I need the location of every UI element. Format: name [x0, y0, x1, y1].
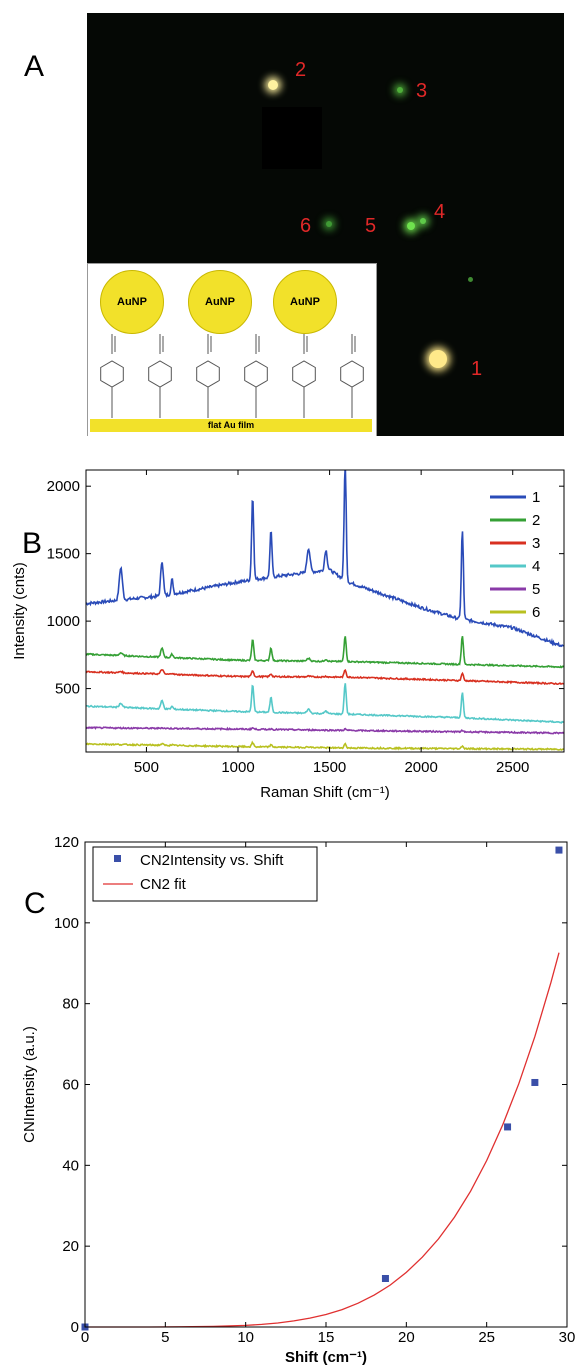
- x-tick-label: 2500: [496, 759, 529, 776]
- legend-box: [92, 846, 318, 902]
- series-line-2: [86, 636, 564, 669]
- x-tick-label: 30: [559, 1329, 576, 1346]
- spot-label-3: 3: [416, 80, 428, 102]
- y-tick-label: 500: [55, 681, 80, 698]
- legend-label-points: CN2Intensity vs. Shift: [140, 852, 284, 869]
- x-tick-label: 2000: [404, 759, 437, 776]
- spot-1: [429, 350, 447, 368]
- benzonitrile-molecule: [148, 334, 172, 418]
- legend-label-5: 5: [532, 581, 540, 598]
- legend-label-6: 6: [532, 604, 540, 621]
- benzene-ring: [100, 360, 124, 388]
- series-line-5: [86, 726, 564, 735]
- gold-film: flat Au film: [90, 419, 372, 432]
- series-line-1: [86, 470, 564, 648]
- gold-nanoparticle: AuNP: [273, 270, 337, 334]
- benzene-ring: [340, 360, 364, 388]
- data-point: [531, 1078, 539, 1086]
- series-line-3: [86, 669, 564, 686]
- molecule-layer: [100, 334, 364, 418]
- x-tick-label: 15: [318, 1329, 335, 1346]
- spot-6: [326, 221, 332, 227]
- x-axis-label: Raman Shift (cm⁻¹): [260, 784, 390, 801]
- x-tick-label: 20: [398, 1329, 415, 1346]
- legend-label-3: 3: [532, 535, 540, 552]
- benzonitrile-molecule: [292, 334, 316, 418]
- x-tick-label: 10: [237, 1329, 254, 1346]
- faint-spot: [468, 277, 473, 282]
- legend-label-1: 1: [532, 489, 540, 506]
- raman-spectra-chart: 500 1000 1500 2000 2500 500 1000 1500 2000 Raman …: [11, 469, 565, 801]
- x-tick-label: 0: [81, 1329, 89, 1346]
- y-tick-label: 40: [62, 1157, 79, 1174]
- benzene-ring: [148, 360, 172, 388]
- benzonitrile-molecule: [340, 334, 364, 418]
- y-tick-label: 60: [62, 1077, 79, 1094]
- y-tick-label: 20: [62, 1238, 79, 1255]
- schematic-inset: AuNP AuNP AuNP flat Au film: [87, 263, 377, 436]
- x-tick-label: 1000: [221, 759, 254, 776]
- y-tick-label: 80: [62, 996, 79, 1013]
- panel-label-c: C: [24, 887, 46, 920]
- fit-curve: [85, 952, 560, 1328]
- panel-label-a: A: [24, 50, 45, 83]
- y-axis-label: Intensity (cnts): [11, 562, 28, 660]
- x-tick-label: 500: [134, 759, 159, 776]
- y-tick-label: 100: [54, 915, 79, 932]
- x-tick-label: 5: [161, 1329, 169, 1346]
- spot-2: [268, 80, 278, 90]
- benzonitrile-molecule: [244, 334, 268, 418]
- benzonitrile-molecule: [196, 334, 220, 418]
- y-tick-label: 1500: [47, 546, 80, 563]
- y-tick-label: 1000: [47, 613, 80, 630]
- spot-label-1: 1: [471, 358, 483, 380]
- benzonitrile-molecule: [100, 334, 124, 418]
- data-point: [381, 1275, 389, 1282]
- data-point: [555, 846, 563, 854]
- y-tick-label: 2000: [47, 478, 80, 495]
- y-axis-label: CNIntensity (a.u.): [21, 1026, 38, 1143]
- benzene-ring: [244, 360, 268, 388]
- cn-intensity-chart: 0 5 10 15 20 25 30 0 20 40 60 80 100 120 Shift (cm⁻¹) C…: [21, 834, 576, 1366]
- y-tick-label: 0: [71, 1319, 79, 1336]
- series-line-6: [86, 740, 564, 751]
- plot-frame: [84, 841, 568, 1328]
- spot-label-2: 2: [295, 59, 307, 81]
- x-tick-label: 1500: [313, 759, 346, 776]
- gold-nanoparticle: AuNP: [188, 270, 252, 334]
- panel-label-b: B: [22, 527, 43, 560]
- plot-frame: [85, 469, 565, 753]
- spot-label-6: 6: [300, 215, 312, 237]
- legend-marker: [114, 855, 121, 862]
- legend-label-2: 2: [532, 512, 540, 529]
- legend-label-4: 4: [532, 558, 540, 575]
- spot-4: [420, 218, 426, 224]
- data-point: [504, 1123, 512, 1131]
- series-line-4: [86, 683, 564, 724]
- y-tick-label: 120: [54, 834, 79, 851]
- spot-label-5: 5: [365, 215, 377, 237]
- spot-label-4: 4: [434, 201, 446, 223]
- dark-square-region: [262, 107, 322, 169]
- legend-label-fit: CN2 fit: [140, 876, 187, 893]
- x-tick-label: 25: [478, 1329, 495, 1346]
- benzene-ring: [196, 360, 220, 388]
- gold-nanoparticle: AuNP: [100, 270, 164, 334]
- spot-5: [407, 222, 415, 230]
- benzene-ring: [292, 360, 316, 388]
- fluorescence-micrograph: 1 2 3 4 5 6 AuNP AuNP AuNP flat Au film: [87, 13, 564, 436]
- x-axis-label: Shift (cm⁻¹): [285, 1349, 367, 1366]
- spot-3: [397, 87, 403, 93]
